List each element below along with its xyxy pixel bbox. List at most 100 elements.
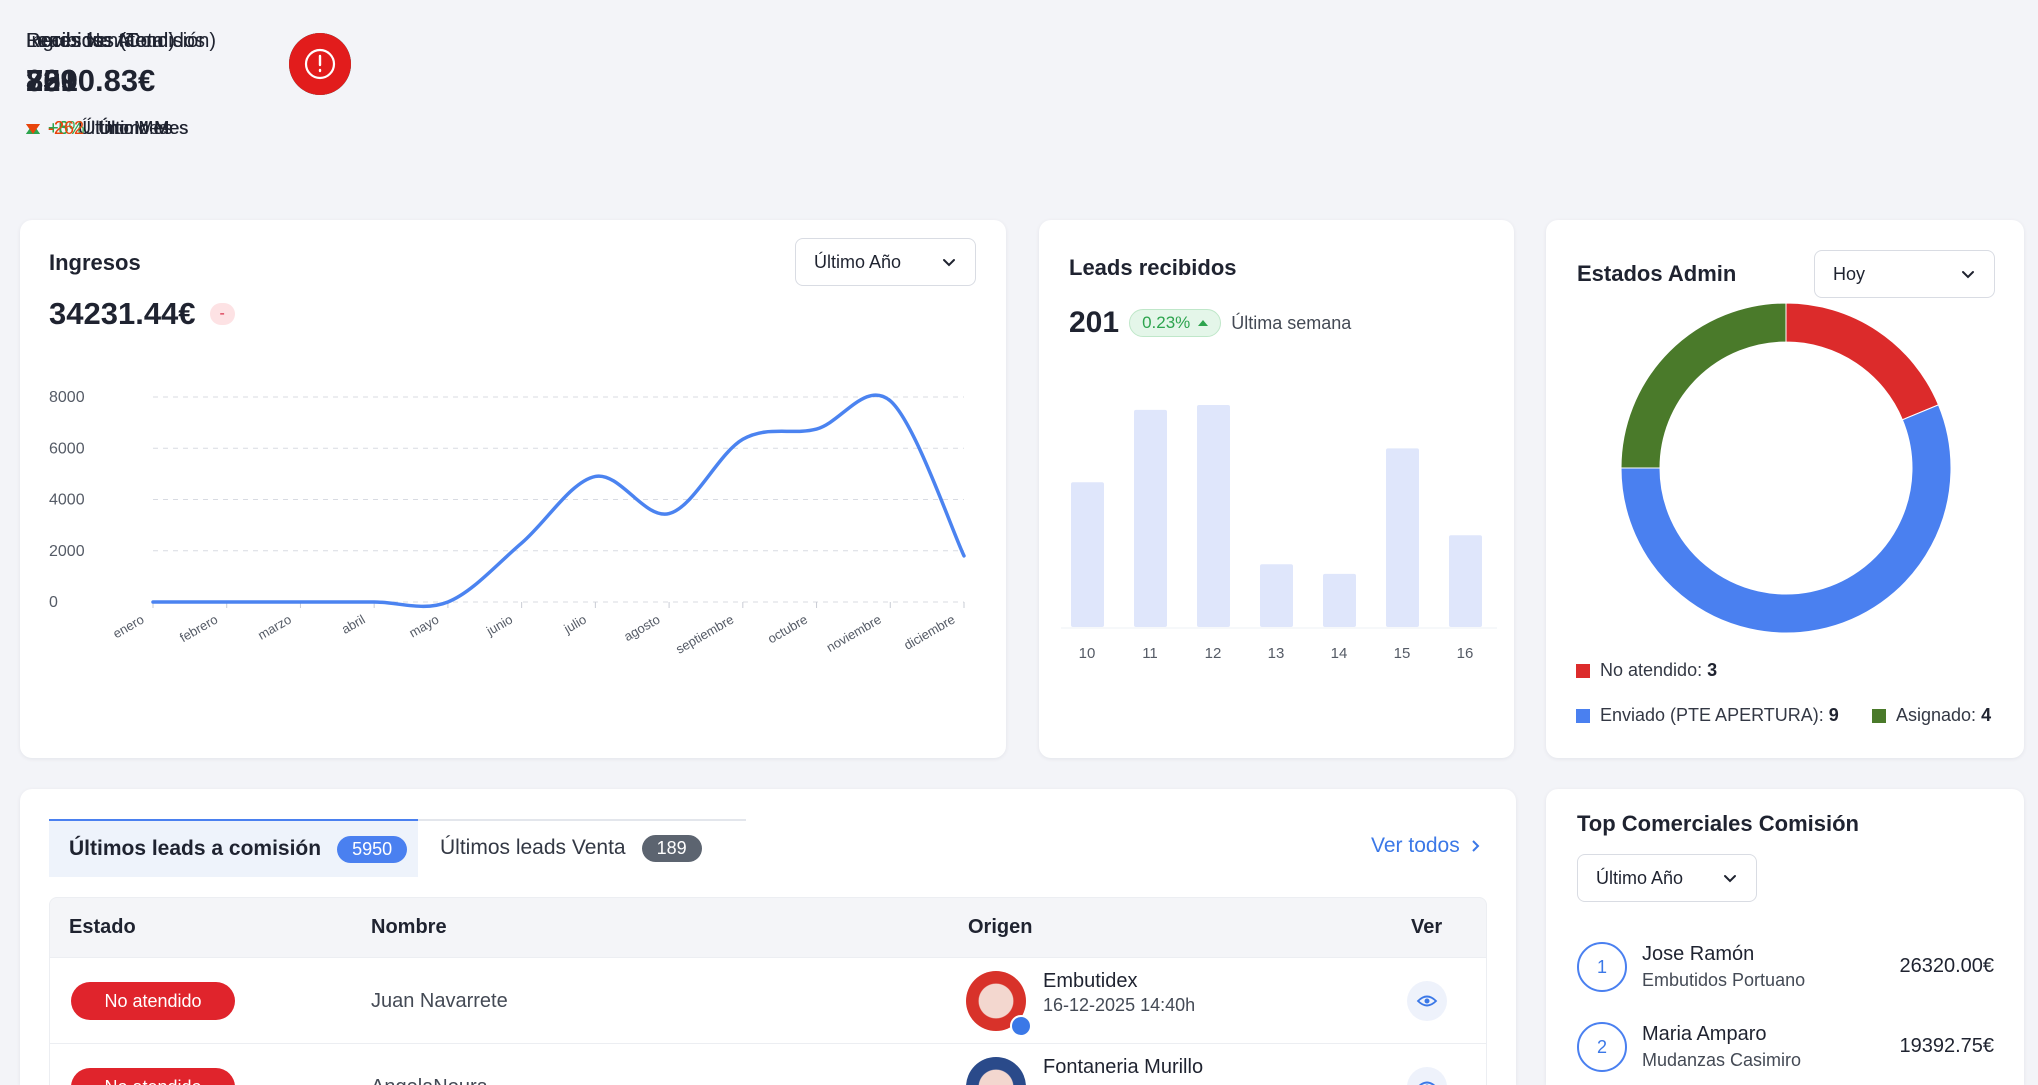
bar-chart: 10 11 12 13 14 15 16: [1061, 405, 1497, 662]
seller-name: Jose Ramón: [1642, 943, 1755, 965]
tab-count: 189: [641, 834, 702, 862]
chevron-path: [1724, 875, 1736, 883]
legend-value: 4: [1981, 705, 1992, 725]
y-tick-label: 2000: [49, 543, 85, 560]
kpi-delta: -2: [48, 118, 65, 138]
tab-label: Últimos leads Venta: [440, 836, 626, 859]
panel-title: Top Comerciales Comisión: [1577, 811, 1859, 836]
donut-segment: [1785, 302, 1940, 421]
line-chart: 0 2000 4000 6000 8000 enero febrero marzo abril m…: [49, 389, 966, 657]
chevron-icon: [943, 259, 955, 267]
seller-name: Maria Amparo: [1642, 1023, 1767, 1045]
x-tick-label: 16: [1457, 645, 1474, 662]
change-period: Última semana: [1231, 312, 1352, 333]
period-dropdown[interactable]: Último Año: [1577, 854, 1757, 902]
eye-icon: [1418, 1081, 1436, 1085]
kpi-title: Leads No Atendidos: [26, 30, 206, 52]
column-header: Estado: [69, 916, 136, 938]
kpi-period: Último Mes: [78, 118, 169, 138]
eye-pupil: [1424, 998, 1430, 1004]
donut-segment: [1620, 302, 1787, 469]
bar: [1386, 448, 1419, 627]
kpi-value: 800: [26, 63, 78, 98]
status-panel: Estados Admin Hoy No atendido: 3 Enviado (PT…: [1546, 220, 2024, 758]
legend-item: No atendido: 3: [1576, 660, 1717, 681]
row-border: [49, 1044, 1487, 1085]
row-name: Juan Navarrete: [371, 990, 508, 1012]
legend-value: 3: [1707, 660, 1718, 680]
y-tick-label: 0: [49, 594, 58, 611]
legend-swatch: [1872, 708, 1886, 723]
view-all-label: Ver todos: [1371, 834, 1460, 857]
row-border: [49, 958, 1487, 1044]
kpi-delta-row: -2 Último Mes: [26, 118, 168, 139]
status-pill: No atendido: [71, 982, 235, 1020]
tab[interactable]: Últimos leads Venta 189: [420, 819, 702, 877]
column-header: Nombre: [371, 916, 447, 938]
eye-outline: [1416, 995, 1438, 1007]
x-tick-label: junio: [483, 612, 515, 639]
bar: [1449, 535, 1482, 627]
view-button[interactable]: [1407, 981, 1447, 1021]
legend-item: Asignado: 4: [1872, 705, 1991, 726]
x-tick-label: octubre: [765, 612, 810, 647]
legend-swatch: [1576, 708, 1590, 723]
kpi-period: Último Mes: [98, 118, 189, 138]
kpi-delta: +6%: [48, 118, 85, 138]
kpi-icon: [289, 33, 351, 95]
y-tick-label: 8000: [49, 389, 85, 406]
y-tick-label: 4000: [49, 492, 85, 509]
x-tick-label: mayo: [406, 612, 441, 641]
y-tick-label: 6000: [49, 440, 85, 457]
dropdown-label: Hoy: [1833, 263, 1866, 284]
rank-circle: 2: [1577, 1022, 1627, 1072]
kpi-value: 7390.83€: [26, 63, 156, 98]
total-badge: -: [209, 303, 235, 325]
kpi-title: Leads venta: [26, 30, 135, 52]
kpi-delta-row: -262 Último Mes: [26, 118, 188, 139]
view-button[interactable]: [1407, 1067, 1447, 1085]
donut-chart: [1620, 302, 1952, 634]
period-dropdown[interactable]: Hoy: [1814, 250, 1995, 298]
x-tick-label: 11: [1142, 645, 1158, 662]
glyph-ring: [304, 48, 336, 80]
rank-circle: 1: [1577, 942, 1627, 992]
eye-outline: [1418, 1081, 1436, 1085]
eye-icon: [1416, 995, 1438, 1007]
origin-date: 16-12-2025 14:40h: [1043, 995, 1196, 1015]
x-tick-label: enero: [110, 612, 146, 642]
chevron-right: [1472, 840, 1480, 852]
dropdown-label: Último Año: [814, 251, 902, 272]
status-pill: No atendido: [71, 1068, 235, 1085]
total-value: 34231.44€: [49, 296, 196, 331]
period-dropdown[interactable]: Último Año: [795, 238, 976, 286]
kpi-delta: -262: [48, 118, 85, 138]
x-tick-label: 13: [1268, 645, 1285, 662]
kpi-title: Recibidos (Total): [26, 30, 175, 52]
x-tick-label: 12: [1205, 645, 1222, 662]
kpi-period: Último Mes: [82, 118, 173, 138]
seller-amount: 26320.00€: [1899, 955, 1994, 977]
kpi-value: 33: [26, 63, 61, 98]
kpi-glyph: [304, 48, 336, 80]
x-tick-label: julio: [560, 612, 588, 637]
chevron-path: [1962, 271, 1974, 279]
legend-label: No atendido:: [1600, 660, 1703, 680]
seller-company: Embutidos Portuano: [1642, 970, 1806, 990]
change-badge: 0.23%: [1129, 309, 1222, 337]
bar: [1134, 409, 1167, 627]
total-row: 34231.44€ -: [49, 296, 235, 332]
line-series: [151, 393, 966, 609]
legend-swatch: [1576, 663, 1590, 678]
dropdown-label: Último Año: [1596, 867, 1684, 888]
leads-panel: Leads recibidos 201 0.23% Última semana 10 11…: [1039, 220, 1514, 758]
tab-active[interactable]: Últimos leads a comisión 5950: [49, 819, 418, 877]
kpi-title: Ingresos: [26, 30, 103, 52]
kpi-value: 221: [26, 63, 78, 98]
x-tick-label: abril: [339, 612, 368, 637]
trend-arrow: [26, 123, 40, 134]
table-panel: Últimos leads a comisión 5950 Últimos lead…: [20, 789, 1516, 1085]
x-tick-label: febrero: [177, 612, 220, 646]
view-all-link[interactable]: Ver todos: [1371, 834, 1482, 858]
top-panel: Top Comerciales Comisión Último Año 1 Jose …: [1546, 789, 2024, 1085]
